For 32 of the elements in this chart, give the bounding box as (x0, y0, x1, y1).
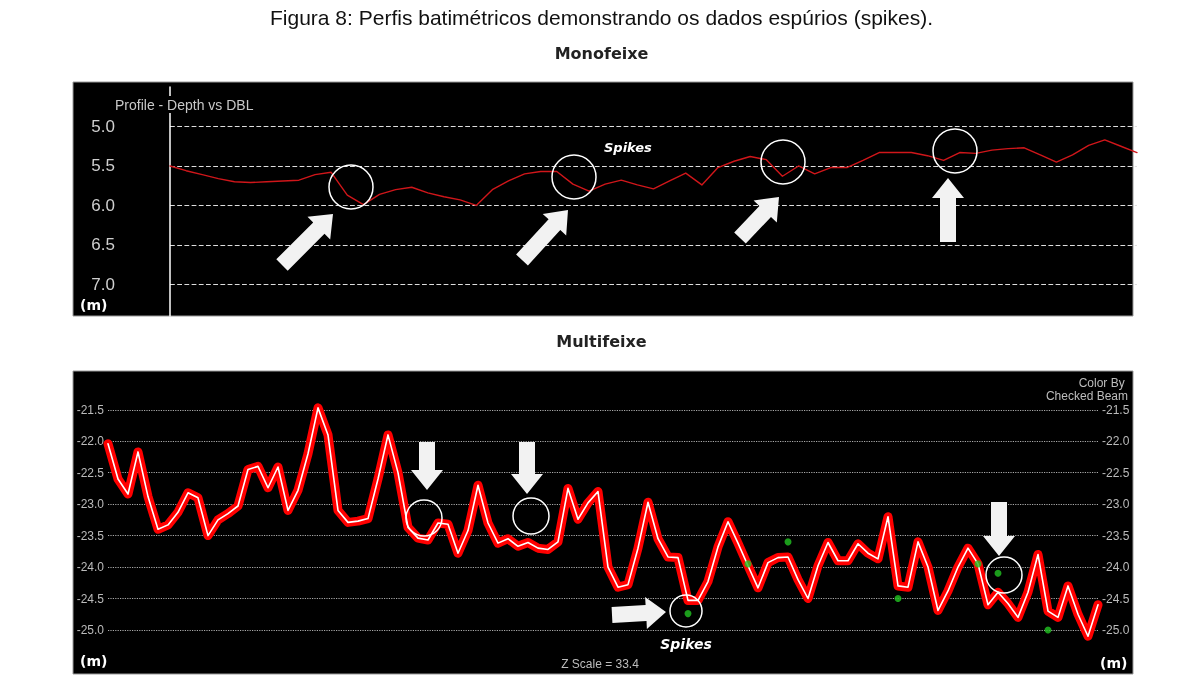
y-tick-label: -22.0 (76, 434, 105, 449)
annotation: Z Scale = 33.4 (561, 656, 640, 671)
y2-tick-label: -23.5 (1102, 528, 1130, 543)
chart-title: Multifeixe (556, 331, 647, 351)
annotation: Profile - Depth vs DBL (115, 96, 254, 113)
chart-title: Figura 8: Perfis batimétricos demonstrando os dados espúrios (spikes). (270, 6, 933, 29)
y-tick-label: 6.0 (91, 195, 115, 215)
annotation: Spikes (604, 139, 653, 155)
y-tick-label: -22.5 (76, 465, 105, 480)
y2-tick-label: -21.5 (1102, 402, 1130, 417)
y-tick-label: 7.0 (91, 274, 115, 294)
annotation: Spikes (660, 635, 712, 652)
y-tick-label: -23.0 (76, 497, 105, 512)
y2-tick-label: -24.0 (1102, 560, 1130, 575)
y2-tick-label: -24.5 (1102, 591, 1130, 606)
y-axis-title: (m) (80, 297, 108, 313)
y-tick-label: 5.5 (91, 156, 115, 176)
y-tick-label: -23.5 (76, 528, 105, 543)
y-tick-label: -24.5 (76, 591, 105, 606)
y2-tick-label: -22.5 (1102, 465, 1130, 480)
y-axis-title: (m) (80, 653, 108, 669)
y-tick-label: -25.0 (76, 622, 105, 637)
annotation: Color By Checked Beam (1045, 375, 1128, 403)
y-tick-label: 5.0 (91, 116, 115, 136)
y-tick-label: -24.0 (76, 560, 105, 575)
y-tick-label: 6.5 (91, 235, 115, 255)
y2-tick-label: -25.0 (1102, 622, 1130, 637)
y-tick-label: -21.5 (76, 402, 105, 417)
y2-tick-label: -22.0 (1102, 434, 1130, 449)
y2-tick-label: -23.0 (1102, 497, 1130, 512)
chart-subtitle: Monofeixe (554, 43, 649, 63)
y2-axis-title: (m) (1100, 655, 1128, 671)
